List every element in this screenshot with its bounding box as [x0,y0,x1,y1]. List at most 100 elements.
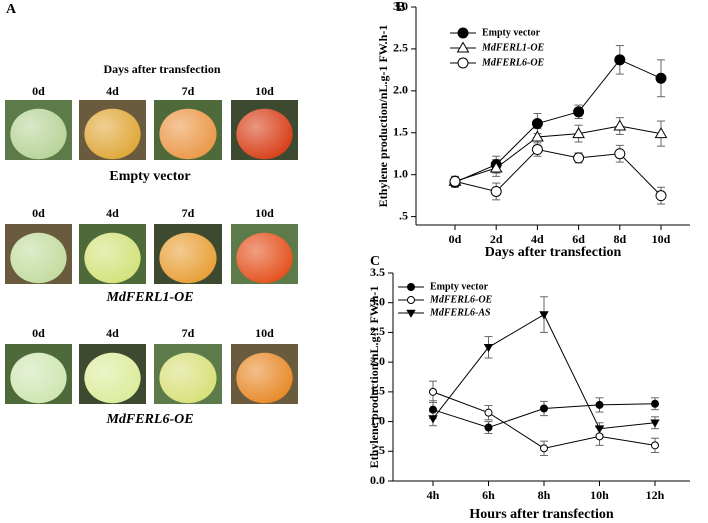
day-label: 0d [32,84,45,98]
x-axis-label: Days after transfection [485,245,622,260]
marker [595,432,604,441]
marker [449,175,461,187]
y-tick-label: 3.5 [370,265,385,279]
legend-label: MdFERL6-OE [429,294,493,305]
fruit-shine [84,232,141,284]
y-tick-label: 2.0 [393,83,408,97]
legend-label: Empty vector [430,281,489,292]
marker [489,161,503,173]
fruit-shine [159,352,217,404]
marker [531,130,544,142]
legend-marker [457,57,469,69]
legend-label: MdFERL6-OE [481,57,545,68]
series-line [454,148,662,197]
legend-label: Empty vector [482,27,541,38]
panel-a-heading: Days after transfection [103,62,220,76]
x-tick-label: 12h [646,488,665,502]
marker [651,399,659,408]
group-label: Empty vector [109,169,190,184]
marker [573,152,585,164]
marker [484,408,493,417]
y-tick-label: 3.0 [370,294,385,308]
y-tick-label: 1.0 [393,166,408,180]
y-tick-label: 1.5 [393,125,408,139]
fruit-shine [10,108,67,160]
marker [594,425,605,434]
day-label: 4d [106,326,119,340]
marker [595,400,604,409]
marker [490,185,502,197]
marker [572,127,585,139]
day-label: 4d [106,206,119,220]
marker [531,144,543,156]
marker [540,404,548,413]
day-label: 0d [32,326,45,340]
marker [614,54,626,66]
marker [483,343,494,353]
y-tick-label: 1.0 [370,413,385,427]
y-tick-label: 2.5 [370,324,385,338]
fruit-shine [10,232,67,284]
marker [655,72,667,84]
group-label: MdFERL6-OE [105,412,193,427]
marker [429,387,437,396]
x-tick-label: 10h [590,488,609,502]
legend-marker [456,41,470,53]
x-tick-label: 4h [427,488,440,502]
marker [429,405,437,414]
day-label: 7d [182,326,195,340]
marker [540,444,548,453]
series-line [454,125,662,182]
marker [651,441,659,450]
fruit-shine [236,352,293,404]
day-label: 4d [106,84,119,98]
panel-label: B [396,0,405,15]
marker [654,127,668,139]
fruit-shine [236,232,293,284]
x-tick-label: 10d [652,232,671,246]
x-axis-label: Hours after transfection [469,507,614,522]
legend-marker [407,283,415,291]
y-tick-label: 3.0 [393,0,408,13]
legend-label: MdFERL1-OE [481,42,545,53]
day-label: 10d [255,84,274,98]
fruit-shine [84,108,141,160]
marker [650,419,660,428]
y-tick-label: 0.0 [370,473,385,487]
x-tick-label: 6d [572,232,585,246]
day-label: 10d [255,326,274,340]
fruit-shine [10,352,67,404]
y-tick-label: 2.0 [370,354,385,368]
x-tick-label: 8h [538,488,551,502]
y-tick-label: .5 [376,443,385,457]
fruit-shine [84,352,141,404]
day-label: 10d [255,206,274,220]
x-tick-label: 6h [482,488,495,502]
fruit-shine [159,108,217,160]
marker [531,118,543,130]
x-tick-label: 4d [531,232,544,246]
y-tick-label: 1.5 [370,384,385,398]
marker [428,415,438,424]
marker [573,106,585,118]
marker [655,190,667,202]
x-tick-label: 8d [613,232,626,246]
marker [614,148,626,160]
y-tick-label: .5 [399,208,408,222]
legend-marker [406,309,416,318]
marker [539,311,549,320]
legend-marker [457,27,469,39]
fruit-shine [159,232,217,284]
day-label: 7d [182,206,195,220]
fruit-shine [236,108,293,160]
marker [613,119,627,131]
day-label: 7d [182,84,195,98]
legend-marker [407,296,415,304]
y-axis-label: Ethylene production/nL.g-1 FW.h-1 [376,25,390,208]
marker [484,423,493,432]
legend-label: MdFERL6-AS [429,307,491,318]
day-label: 0d [32,206,45,220]
group-label: MdFERL1-OE [105,290,193,305]
y-tick-label: 2.5 [393,41,408,55]
